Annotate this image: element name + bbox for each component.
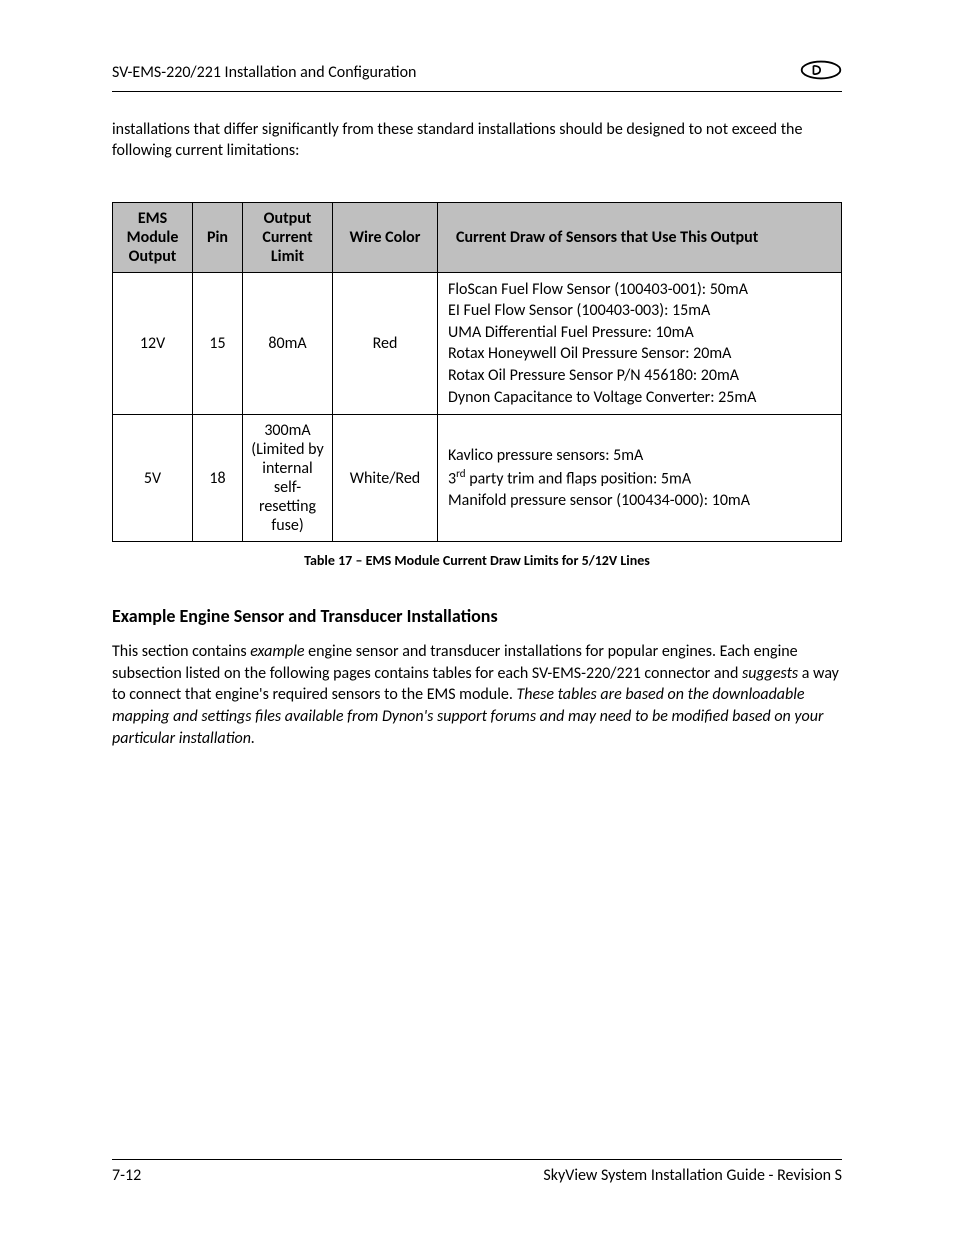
dynon-logo-icon xyxy=(800,60,842,85)
cell-pin: 15 xyxy=(193,272,243,415)
th-limit: Output Current Limit xyxy=(243,202,333,272)
th-output: EMS Module Output xyxy=(113,202,193,272)
table-caption: Table 17 – EMS Module Current Draw Limit… xyxy=(112,552,842,569)
table-row: 12V1580mARed FloScan Fuel Flow Sensor (10… xyxy=(113,272,842,415)
draw-line: Dynon Capacitance to Voltage Converter: … xyxy=(448,387,833,409)
th-draw: Current Draw of Sensors that Use This Ou… xyxy=(438,202,842,272)
footer-guide-title: SkyView System Installation Guide - Revi… xyxy=(543,1166,842,1185)
cell-output: 12V xyxy=(113,272,193,415)
draw-line: FloScan Fuel Flow Sensor (100403-001): 5… xyxy=(448,279,833,301)
table-row: 5V18300mA (Limited by internal self-rese… xyxy=(113,415,842,542)
header-title: SV-EMS-220/221 Installation and Configur… xyxy=(112,63,416,82)
cell-current-draw: FloScan Fuel Flow Sensor (100403-001): 5… xyxy=(438,272,842,415)
cell-output: 5V xyxy=(113,415,193,542)
intro-paragraph: installations that differ significantly … xyxy=(112,120,842,162)
page-footer: 7-12 SkyView System Installation Guide -… xyxy=(112,1159,842,1185)
draw-line: Rotax Oil Pressure Sensor P/N 456180: 20… xyxy=(448,365,833,387)
page-header: SV-EMS-220/221 Installation and Configur… xyxy=(112,60,842,92)
draw-line: 3rd party trim and flaps position: 5mA xyxy=(448,467,833,490)
current-limits-table: EMS Module Output Pin Output Current Lim… xyxy=(112,202,842,543)
section-heading: Example Engine Sensor and Transducer Ins… xyxy=(112,605,842,627)
draw-line: Kavlico pressure sensors: 5mA xyxy=(448,445,833,467)
draw-line: EI Fuel Flow Sensor (100403-003): 15mA xyxy=(448,300,833,322)
cell-wire-color: Red xyxy=(333,272,438,415)
table-header-row: EMS Module Output Pin Output Current Lim… xyxy=(113,202,842,272)
cell-limit: 80mA xyxy=(243,272,333,415)
draw-line: Manifold pressure sensor (100434-000): 1… xyxy=(448,490,833,512)
cell-limit: 300mA (Limited by internal self-resettin… xyxy=(243,415,333,542)
cell-pin: 18 xyxy=(193,415,243,542)
page-number: 7-12 xyxy=(112,1166,141,1185)
draw-line: UMA Differential Fuel Pressure: 10mA xyxy=(448,322,833,344)
th-color: Wire Color xyxy=(333,202,438,272)
cell-current-draw: Kavlico pressure sensors: 5mA3rd party t… xyxy=(438,415,842,542)
cell-wire-color: White/Red xyxy=(333,415,438,542)
section-body: This section contains example engine sen… xyxy=(112,641,842,749)
th-pin: Pin xyxy=(193,202,243,272)
draw-line: Rotax Honeywell Oil Pressure Sensor: 20m… xyxy=(448,343,833,365)
